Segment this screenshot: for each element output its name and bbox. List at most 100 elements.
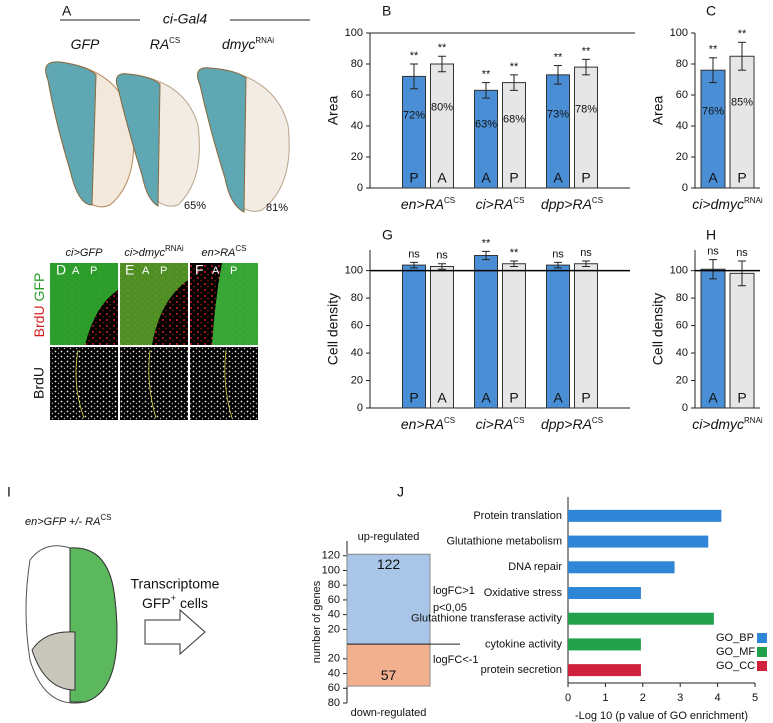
y-tick-label: 40 <box>351 347 363 359</box>
y-tick-label: 100 <box>345 265 363 277</box>
y-tick-label: 80 <box>676 292 688 304</box>
value-label: 76% <box>702 105 724 117</box>
x-tick-label-sup: CS <box>444 416 455 425</box>
bar-label: P <box>509 390 518 406</box>
y-tick-label: 20 <box>328 623 340 635</box>
y-tick-label: 20 <box>351 151 363 163</box>
y-tick-label: 40 <box>676 347 688 359</box>
category-label: Glutathione transferase activity <box>411 613 563 625</box>
compartment-label: A <box>72 265 80 277</box>
compartment-label: P <box>90 265 97 277</box>
significance: ** <box>482 69 491 81</box>
compartment-label: A <box>142 265 150 277</box>
bar <box>700 268 726 409</box>
annotation: p<0,05 <box>433 602 467 614</box>
wing-percent: 65% <box>184 200 206 212</box>
value-label: 63% <box>475 118 497 130</box>
category-label: Oxidative stress <box>484 587 563 599</box>
bar-label: P <box>581 170 590 186</box>
bar <box>700 69 726 189</box>
error-bar <box>438 263 446 270</box>
bar-label: A <box>553 390 563 406</box>
panel-letter: F <box>195 262 204 278</box>
bar <box>568 664 641 677</box>
bar-label: P <box>409 390 418 406</box>
category-label: Glutathione metabolism <box>446 535 562 547</box>
wing-label-main: dmyc <box>222 36 255 52</box>
channel-brdu: BrdU <box>31 305 47 337</box>
y-tick-label: 100 <box>345 27 363 39</box>
significance: ns <box>408 248 420 260</box>
panel-letter: C <box>706 3 716 19</box>
y-tick-label: 100 <box>670 265 688 277</box>
annotation: logFC<-1 <box>433 654 479 666</box>
x-tick-label-sup: CS <box>513 196 524 205</box>
y-tick-label: 20 <box>676 151 688 163</box>
bar-label: A <box>481 170 491 186</box>
error-bar <box>510 260 518 267</box>
y-tick-label: 60 <box>676 319 688 331</box>
bar <box>546 264 570 409</box>
x-tick-label-main: ci>RA <box>476 196 514 212</box>
category-label: Protein translation <box>473 510 562 522</box>
significance: ** <box>554 51 563 63</box>
significance: ns <box>707 246 719 258</box>
panel-letter: G <box>382 227 393 243</box>
panel-letter: A <box>62 3 72 19</box>
value-label: 85% <box>731 96 753 108</box>
y-tick-label: 60 <box>351 319 363 331</box>
value-label: 68% <box>503 113 525 125</box>
x-tick-label: 2 <box>640 692 646 704</box>
x-tick-label: en>RACS <box>401 196 455 212</box>
bar <box>346 553 431 645</box>
transcriptome-label: Transcriptome <box>131 576 220 592</box>
annotation: logFC>1 <box>433 585 475 597</box>
bar <box>729 55 755 189</box>
y-tick-label: 80 <box>328 697 340 709</box>
error-bar <box>582 58 590 76</box>
significance: ** <box>738 28 747 40</box>
image-title-main: ci>GFP <box>66 247 104 259</box>
y-tick-label: 20 <box>351 374 363 386</box>
x-tick-label-main: en>RA <box>401 416 444 432</box>
channel-label: BrdU GFP <box>31 273 47 338</box>
y-tick-label: 0 <box>682 402 688 414</box>
image-title-main: en>RA <box>201 247 235 259</box>
y-tick-label: 0 <box>357 182 363 194</box>
panel-letter: E <box>125 262 134 278</box>
x-tick-label: 0 <box>565 692 571 704</box>
category-label: down-regulated <box>351 707 427 719</box>
bar-label: A <box>708 170 718 186</box>
y-tick-label: 20 <box>328 653 340 665</box>
wing-percent: 81% <box>266 202 288 214</box>
category-label: DNA repair <box>508 561 562 573</box>
x-tick-label: 5 <box>752 692 758 704</box>
x-tick-label: en>RACS <box>401 416 455 432</box>
channel-gfp: GFP <box>31 273 47 302</box>
significance: ns <box>736 247 748 259</box>
y-tick-label: 120 <box>322 550 340 562</box>
image-title-sup: RNAi <box>165 244 184 253</box>
significance: ** <box>482 237 491 249</box>
cells-label: GFP+ cells <box>142 593 208 610</box>
y-tick-label: 100 <box>670 27 688 39</box>
value-label: 73% <box>547 108 569 120</box>
value-label: 72% <box>403 109 425 121</box>
y-tick-label: 80 <box>351 292 363 304</box>
x-tick-label-sup: CS <box>592 416 603 425</box>
significance: ns <box>580 247 592 259</box>
y-tick-label: 60 <box>328 594 340 606</box>
error-bar <box>438 55 446 73</box>
legend-swatch <box>757 661 767 671</box>
cells-rest: cells <box>180 595 208 611</box>
significance: ** <box>510 247 519 259</box>
y-tick-label: 40 <box>676 120 688 132</box>
wing-label: GFP <box>71 36 100 52</box>
wing-images <box>45 19 310 213</box>
bar-label: P <box>509 170 518 186</box>
x-tick-label: 1 <box>602 692 608 704</box>
wing-label-main: RA <box>150 36 169 52</box>
x-tick-label: ci>dmycRNAi <box>692 416 763 432</box>
x-tick-label: ci>RACS <box>476 196 525 212</box>
